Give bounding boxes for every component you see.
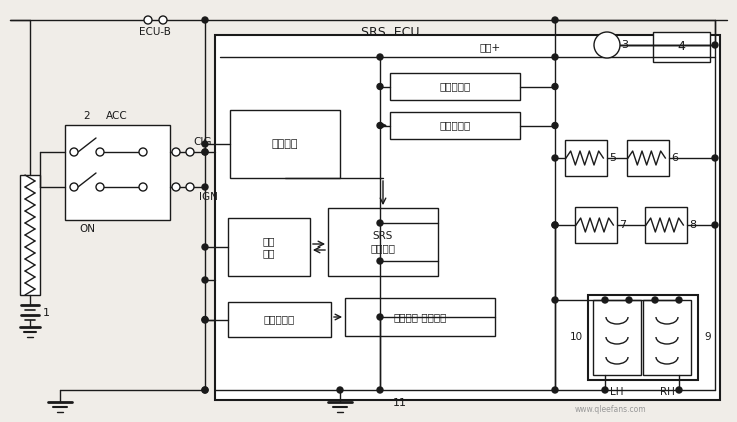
Circle shape — [552, 54, 558, 60]
Bar — [390, 112, 520, 139]
Text: 10: 10 — [570, 333, 582, 343]
Circle shape — [552, 17, 558, 23]
Circle shape — [139, 148, 147, 156]
Circle shape — [712, 222, 718, 228]
Bar — [390, 73, 520, 100]
Circle shape — [96, 183, 104, 191]
Circle shape — [202, 244, 208, 250]
Bar — [565, 140, 607, 176]
Bar — [215, 35, 720, 400]
Text: SRS  ECU: SRS ECU — [360, 25, 419, 38]
Text: 电源+: 电源+ — [480, 42, 500, 52]
Text: SRS
诊断电路: SRS 诊断电路 — [371, 231, 396, 253]
Text: 9: 9 — [705, 333, 711, 343]
Text: RH: RH — [660, 387, 674, 397]
Bar — [593, 300, 641, 375]
Circle shape — [70, 183, 78, 191]
Circle shape — [172, 148, 180, 156]
Text: 4: 4 — [677, 41, 685, 54]
Circle shape — [337, 387, 343, 393]
Circle shape — [377, 258, 383, 264]
Circle shape — [676, 297, 682, 303]
Text: 2: 2 — [84, 111, 91, 121]
Text: 5: 5 — [609, 153, 616, 163]
Circle shape — [202, 277, 208, 283]
Circle shape — [377, 314, 383, 320]
Text: CIG: CIG — [194, 137, 212, 147]
Text: www.qleefans.com: www.qleefans.com — [574, 406, 646, 414]
Circle shape — [712, 42, 718, 48]
Circle shape — [96, 148, 104, 156]
Circle shape — [186, 183, 194, 191]
Text: 8: 8 — [689, 220, 696, 230]
Circle shape — [202, 387, 208, 393]
Text: 保险传感器: 保险传感器 — [439, 121, 471, 130]
Bar — [65, 125, 170, 220]
Circle shape — [377, 220, 383, 226]
Circle shape — [626, 297, 632, 303]
Circle shape — [377, 54, 383, 60]
Text: LH: LH — [610, 387, 624, 397]
Circle shape — [552, 84, 558, 89]
Bar — [653, 32, 710, 62]
Circle shape — [202, 141, 208, 147]
Text: 1: 1 — [43, 308, 49, 318]
Circle shape — [202, 387, 208, 393]
Bar — [228, 218, 310, 276]
Text: 保险传感器: 保险传感器 — [439, 81, 471, 92]
Bar — [228, 302, 331, 337]
Bar — [627, 140, 669, 176]
Circle shape — [70, 148, 78, 156]
Circle shape — [552, 222, 558, 228]
Circle shape — [602, 297, 608, 303]
Circle shape — [552, 155, 558, 161]
Circle shape — [594, 32, 620, 58]
Bar — [643, 300, 691, 375]
Text: 7: 7 — [619, 220, 626, 230]
Text: IGN: IGN — [198, 192, 217, 202]
Bar — [230, 110, 340, 178]
Text: ON: ON — [79, 224, 95, 234]
Bar — [328, 208, 438, 276]
Text: 中心传感器: 中心传感器 — [264, 314, 295, 325]
Text: 点火电路·驱动电路: 点火电路·驱动电路 — [394, 312, 447, 322]
Circle shape — [602, 387, 608, 393]
Circle shape — [552, 122, 558, 129]
Text: 11: 11 — [393, 398, 407, 408]
Circle shape — [552, 387, 558, 393]
Circle shape — [202, 149, 208, 155]
Circle shape — [652, 297, 658, 303]
Circle shape — [676, 387, 682, 393]
Circle shape — [377, 84, 383, 89]
Bar — [588, 295, 698, 380]
Circle shape — [712, 155, 718, 161]
Circle shape — [139, 183, 147, 191]
Circle shape — [172, 183, 180, 191]
Text: ACC: ACC — [106, 111, 128, 121]
Bar — [645, 207, 687, 243]
Circle shape — [159, 16, 167, 24]
Circle shape — [377, 122, 383, 129]
Text: 6: 6 — [671, 153, 679, 163]
Circle shape — [377, 387, 383, 393]
Circle shape — [202, 149, 208, 155]
Bar — [20, 175, 40, 295]
Circle shape — [202, 17, 208, 23]
Bar — [345, 298, 495, 336]
Circle shape — [186, 148, 194, 156]
Circle shape — [202, 184, 208, 190]
Circle shape — [144, 16, 152, 24]
Bar — [575, 207, 617, 243]
Circle shape — [202, 317, 208, 323]
Text: 记忆
电路: 记忆 电路 — [263, 236, 275, 258]
Text: ECU-B: ECU-B — [139, 27, 171, 37]
Text: 3: 3 — [621, 40, 629, 50]
Text: 备用电源: 备用电源 — [272, 139, 298, 149]
Circle shape — [552, 222, 558, 228]
Circle shape — [552, 297, 558, 303]
Circle shape — [202, 316, 208, 322]
